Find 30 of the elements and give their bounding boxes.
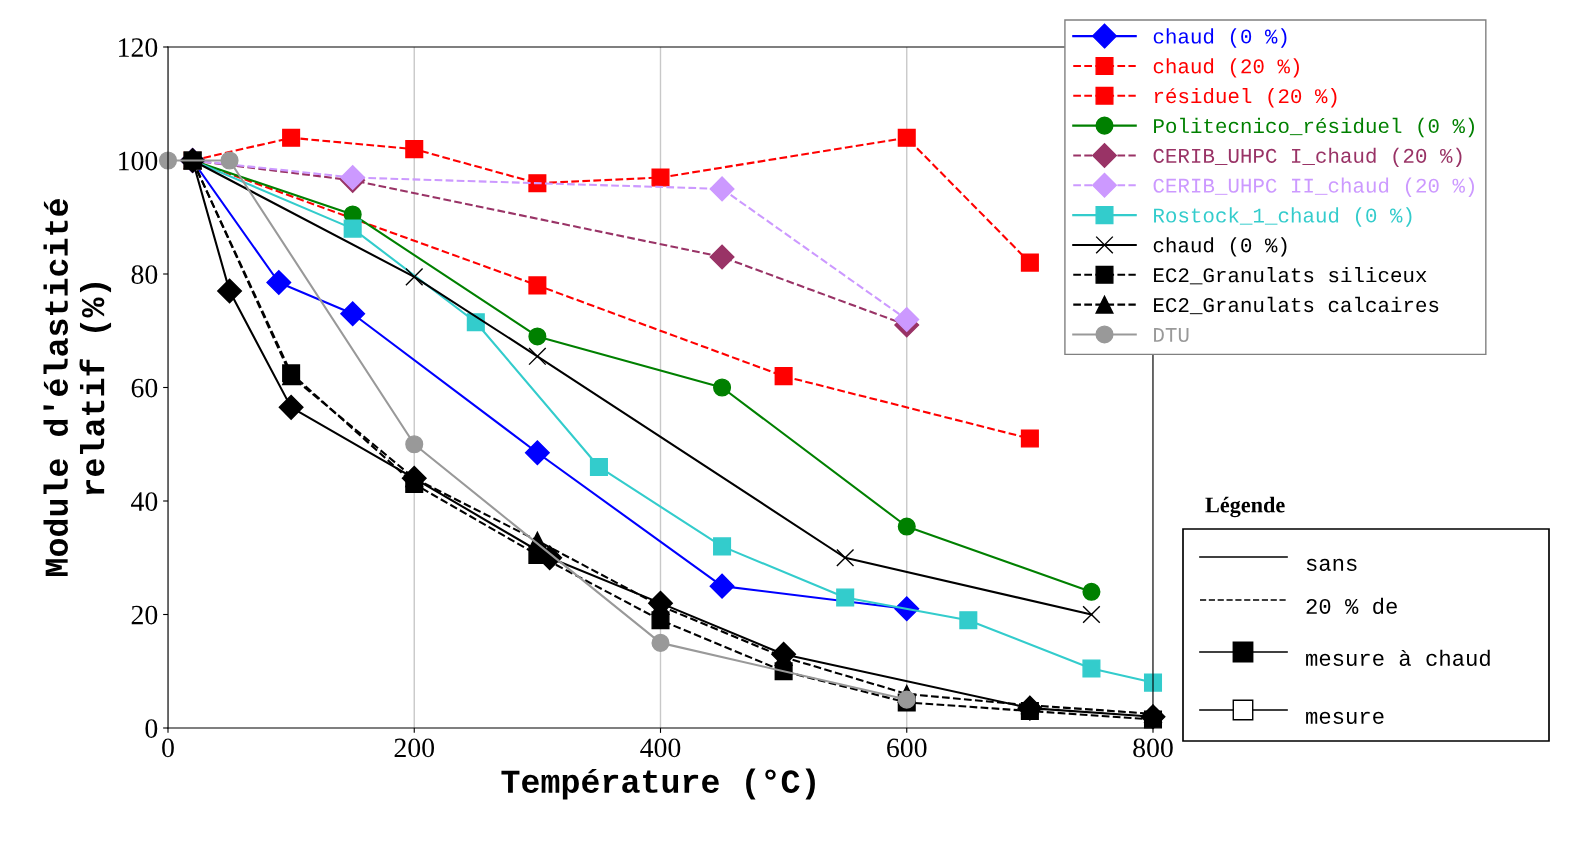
y-tick-label: 60 [131, 378, 158, 398]
x-tick-label: 200 [394, 738, 435, 758]
y-tick-label: 80 [131, 265, 158, 284]
text: 20 % de [1306, 597, 1397, 615]
legend-label: DTU [1154, 328, 1189, 342]
y-tick-label: 100 [119, 151, 158, 171]
legend-label: Rostock_1_chaud (0 %) [1154, 207, 1412, 227]
legend-label: EC2_Granulats siliceux [1154, 266, 1427, 285]
legend-label: résiduel (20 %) [1154, 87, 1337, 108]
legend-label: chaud (0 %) [1153, 237, 1287, 257]
x-axis-title: Température (°C) [501, 768, 815, 800]
legend-label: Politecnico_résiduel (0 %) [1154, 117, 1474, 138]
y-tick-label: 40 [131, 492, 158, 511]
legend-label: EC2_Granulats calcaires [1154, 296, 1439, 315]
x-tick-label: 400 [640, 738, 681, 758]
x-tick-label: 0 [162, 738, 174, 758]
x-tick-label: 800 [1133, 738, 1173, 758]
legend-label: chaud (20 %) [1153, 58, 1299, 78]
y-axis-title: Module d'élasticité relatif (%) [43, 199, 112, 576]
y-tick-label: 120 [119, 38, 158, 57]
text: Légende [1205, 496, 1285, 518]
legend-label: CERIB_UHPC II_chaud (20 %) [1153, 177, 1474, 197]
text: mesure à chaud [1306, 649, 1490, 667]
text: mesure [1306, 711, 1384, 724]
x-tick-label: 600 [887, 738, 927, 758]
y-tick-label: 20 [131, 605, 158, 625]
y-tick-label: 0 [145, 719, 158, 738]
legend-label: CERIB_UHPC I_chaud (20 %) [1153, 147, 1462, 168]
text: sans [1306, 558, 1357, 571]
legend-label: chaud (0 %) [1153, 28, 1287, 48]
